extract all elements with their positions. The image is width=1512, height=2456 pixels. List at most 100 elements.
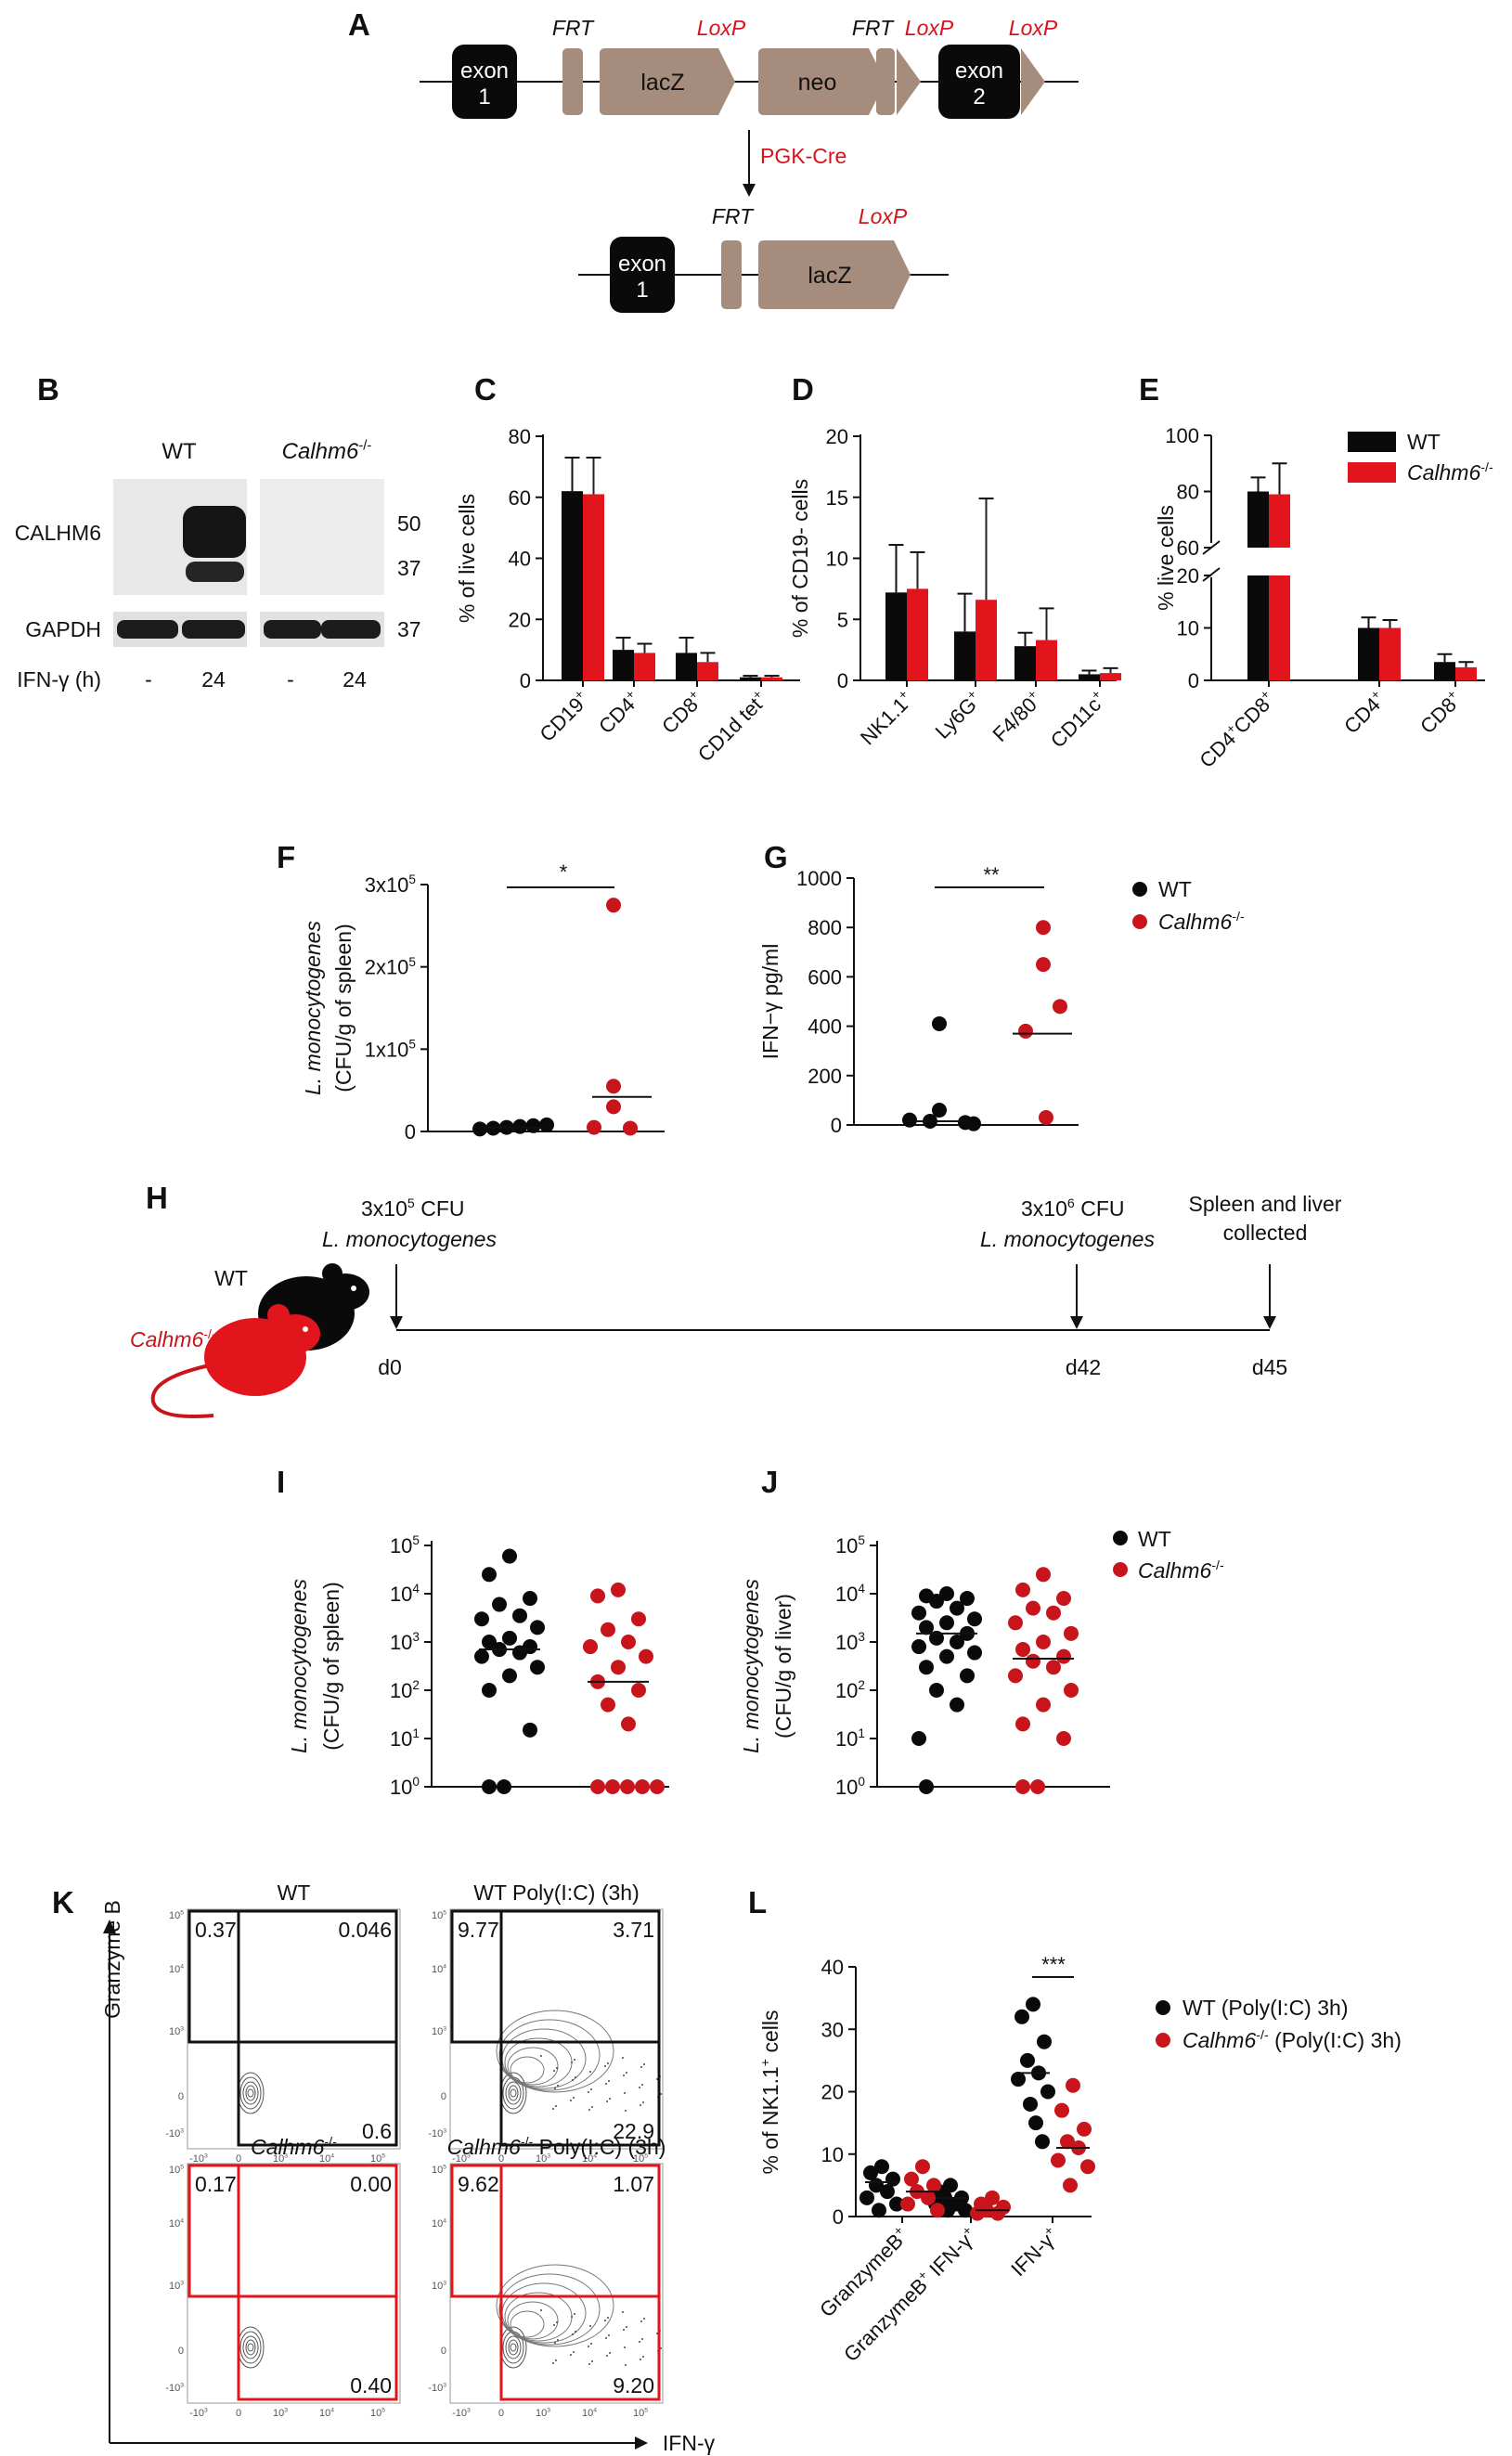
- y-tick-label: 0: [520, 669, 531, 692]
- y-tick-label: 20: [1177, 564, 1199, 588]
- data-point: [482, 1635, 497, 1649]
- category-label: CD8+: [657, 687, 708, 738]
- data-point: [1132, 914, 1147, 929]
- legend-fg: WT Calhm6-/-: [1132, 877, 1245, 934]
- bar: [1379, 627, 1401, 680]
- data-point: [482, 1567, 497, 1583]
- data-point: [1014, 2009, 1029, 2024]
- event-dot: [574, 2313, 575, 2315]
- data-point: [990, 2205, 1005, 2221]
- frt-site: [721, 240, 742, 309]
- y-tick-label: 20: [826, 425, 848, 448]
- collect-line2: collected: [1223, 1221, 1308, 1245]
- data-point: [631, 1683, 646, 1698]
- row-label-gapdh: GAPDH: [25, 617, 101, 641]
- exon-number: 2: [973, 84, 985, 110]
- contour: [239, 2331, 262, 2364]
- panel-label-b: B: [37, 372, 59, 407]
- data-point: [587, 1119, 601, 1135]
- data-point: [1036, 957, 1051, 973]
- data-point: [960, 1668, 975, 1684]
- y-tick-label: 105: [432, 2165, 446, 2176]
- gate-value-ul: 0.37: [195, 1918, 237, 1942]
- event-dot: [588, 2363, 590, 2365]
- bar: [761, 677, 782, 680]
- mw-50: 50: [397, 511, 421, 536]
- data-point: [1008, 1615, 1023, 1631]
- gate-lr: [237, 2294, 398, 2401]
- contour: [498, 2273, 601, 2346]
- data-point: [919, 1620, 934, 1635]
- data-point: [590, 1588, 605, 1604]
- y-tick-label: 0: [831, 1114, 842, 1137]
- event-dot: [625, 2364, 627, 2366]
- y-tick-label: 30: [821, 2018, 844, 2041]
- panel-d: 0 5 10 15 20 % of CD19- cells NK1.1+ Ly6G+ F4/80…: [788, 425, 1121, 753]
- event-dot: [591, 2106, 593, 2108]
- contour: [247, 2088, 254, 2098]
- event-dot: [608, 2334, 610, 2336]
- x-tick-label: -103: [189, 2408, 208, 2419]
- bar: [740, 677, 761, 680]
- x-axis-title: IFN-γ: [663, 2431, 716, 2455]
- category-label: IFN-γ+: [1006, 2223, 1064, 2281]
- data-point: [523, 1722, 537, 1738]
- data-point: [1026, 1653, 1040, 1669]
- dose-2: 3x106 CFU: [1021, 1196, 1124, 1221]
- event-dot: [574, 2059, 575, 2061]
- exon-label: exon: [460, 58, 509, 84]
- category-label: CD8+: [1415, 687, 1467, 738]
- data-point: [620, 1779, 635, 1794]
- event-dot: [608, 2080, 610, 2082]
- data-point: [911, 1639, 926, 1655]
- event-dot: [643, 2318, 645, 2320]
- y-tick-label: 60: [1177, 536, 1199, 560]
- data-point: [621, 1635, 636, 1649]
- bar: [1036, 640, 1057, 680]
- frt-label: FRT: [852, 16, 895, 40]
- y-tick-label: 0: [837, 669, 848, 692]
- data-point: [915, 2159, 930, 2175]
- exon-box: [938, 45, 1020, 119]
- data-point: [1064, 1625, 1079, 1641]
- gate-value-lr: 22.9: [613, 2119, 654, 2143]
- gate-lr: [499, 2294, 661, 2401]
- contour: [508, 2339, 519, 2356]
- plot-frame: [187, 1908, 401, 2150]
- y-tick-label: 200: [808, 1065, 842, 1088]
- exon-number: 1: [478, 84, 490, 110]
- event-dot: [570, 2100, 572, 2101]
- y-tick-label: 104: [432, 2218, 446, 2230]
- category-label: F4/80+: [988, 687, 1047, 746]
- data-point: [474, 1648, 489, 1664]
- contour: [239, 2076, 262, 2110]
- gate-value-ul: 9.62: [458, 2172, 499, 2196]
- event-dot: [556, 2067, 558, 2069]
- data-point: [939, 1615, 954, 1631]
- mouse-ko-icon: [150, 1304, 320, 1418]
- contour: [508, 2085, 519, 2101]
- event-dot: [555, 2359, 557, 2361]
- data-point: [1060, 2134, 1075, 2150]
- legend-label-ko: Calhm6-/-: [1407, 460, 1493, 485]
- exon-box: [610, 237, 675, 313]
- y-tick-label: 20: [509, 608, 531, 631]
- contour: [242, 2335, 259, 2359]
- data-point: [497, 1779, 511, 1794]
- x-tick-label: 105: [633, 2153, 648, 2165]
- gate-value-lr: 9.20: [613, 2373, 654, 2398]
- contour: [245, 2085, 256, 2101]
- x-tick-label: 105: [370, 2408, 385, 2419]
- y-tick-label: 101: [835, 1726, 865, 1751]
- data-point: [523, 1591, 537, 1607]
- data-point: [482, 1779, 497, 1794]
- data-point: [1015, 1779, 1030, 1794]
- y-tick-label: 3x105: [365, 873, 416, 897]
- data-point: [606, 1099, 621, 1115]
- data-point: [1056, 1731, 1071, 1746]
- event-dot: [623, 2329, 625, 2331]
- bar: [676, 653, 697, 680]
- exon-number: 1: [636, 278, 648, 303]
